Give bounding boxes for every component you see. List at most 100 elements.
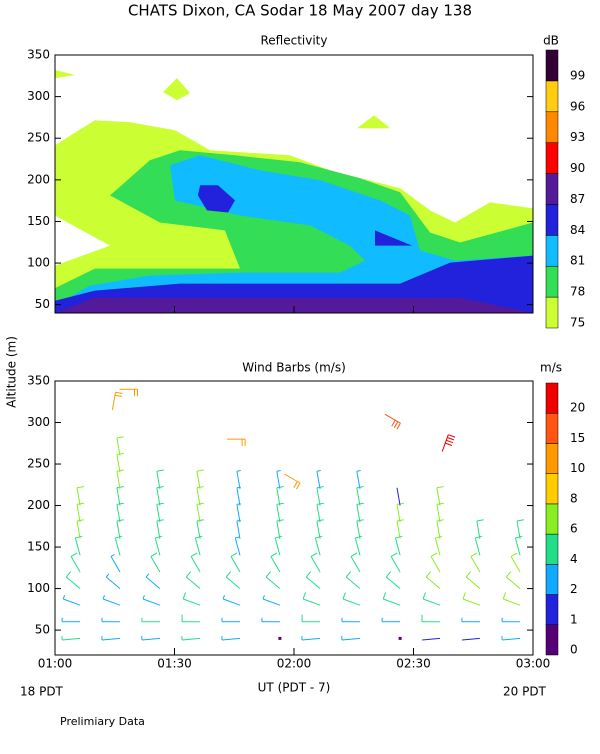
colorbar-label: 20 bbox=[570, 401, 585, 415]
wind-barb bbox=[156, 469, 164, 489]
wind-barb bbox=[181, 635, 201, 641]
wind-barb bbox=[385, 571, 401, 589]
colorbar-label: 90 bbox=[570, 161, 585, 175]
wind-barb bbox=[221, 635, 241, 641]
x-tick-label: 03:00 bbox=[516, 657, 551, 671]
wind-barb bbox=[116, 452, 124, 473]
wind-barb bbox=[470, 552, 481, 573]
wind-barb bbox=[395, 535, 403, 556]
wind-barb bbox=[141, 617, 160, 623]
wind-barb bbox=[276, 502, 284, 523]
wind-barb bbox=[105, 573, 121, 589]
y-label: Altitude (m) bbox=[5, 336, 19, 408]
colorbar-label: 2 bbox=[570, 582, 578, 596]
wind-barb bbox=[462, 592, 481, 606]
wind-barb bbox=[142, 595, 161, 606]
y-tick-label: 100 bbox=[27, 581, 50, 595]
wind-barb bbox=[230, 552, 241, 573]
wind-barb bbox=[461, 617, 480, 623]
colorbar-label: 99 bbox=[570, 68, 585, 82]
footer: Prelimiary Data bbox=[60, 715, 145, 728]
calm-marker bbox=[398, 636, 402, 640]
wind-barb bbox=[505, 571, 521, 589]
wind-barb bbox=[116, 486, 124, 506]
contour-region bbox=[197, 185, 235, 213]
panel-title: Wind Barbs (m/s) bbox=[242, 361, 346, 375]
y-tick-label: 350 bbox=[27, 48, 50, 62]
wind-barb bbox=[182, 592, 201, 606]
colorbar-swatch bbox=[545, 564, 559, 595]
x-tick-label: 01:30 bbox=[157, 657, 192, 671]
wind-barb bbox=[265, 571, 281, 589]
wind-barb bbox=[356, 470, 361, 489]
contour-region bbox=[163, 78, 190, 101]
wind-barb bbox=[61, 617, 81, 623]
wind-barb bbox=[190, 552, 201, 573]
contour-region bbox=[357, 115, 391, 129]
wind-barb bbox=[276, 470, 281, 489]
calm-marker bbox=[278, 636, 282, 640]
colorbar-swatch bbox=[545, 111, 559, 143]
colorbar-label: 1 bbox=[570, 612, 578, 626]
wind-barb bbox=[236, 470, 241, 489]
page-title: CHATS Dixon, CA Sodar 18 May 2007 day 13… bbox=[128, 2, 472, 20]
wind-barb bbox=[430, 552, 441, 573]
wind-barb bbox=[221, 617, 240, 623]
wind-barb bbox=[434, 535, 443, 556]
wind-barb bbox=[141, 635, 160, 641]
wind-barb bbox=[76, 519, 84, 539]
colorbar-label: 4 bbox=[570, 552, 578, 566]
wind-barb bbox=[422, 592, 441, 606]
wind-barb bbox=[474, 535, 483, 556]
colorbar-swatch bbox=[545, 443, 559, 474]
wind-barb bbox=[436, 502, 444, 523]
panel-title: Reflectivity bbox=[260, 34, 327, 48]
wind-barb bbox=[341, 635, 361, 641]
colorbar-swatch bbox=[545, 503, 559, 535]
wind-barb bbox=[101, 635, 121, 641]
y-tick-label: 250 bbox=[27, 457, 50, 471]
wind-barb bbox=[276, 486, 284, 506]
y-tick-label: 300 bbox=[27, 89, 50, 103]
wind-barb bbox=[62, 595, 81, 606]
wind-barb bbox=[196, 469, 204, 489]
wind-barb bbox=[156, 519, 164, 539]
y-tick-label: 350 bbox=[27, 374, 50, 388]
wind-barb bbox=[76, 486, 84, 506]
wind-barb bbox=[342, 592, 361, 606]
wind-barb bbox=[196, 486, 204, 506]
colorbar-title: dB bbox=[543, 34, 559, 48]
y-tick-label: 50 bbox=[35, 297, 50, 311]
wind-barb bbox=[476, 519, 484, 539]
wind-barb bbox=[156, 486, 164, 506]
wind-barb bbox=[441, 434, 456, 452]
wind-barb bbox=[116, 502, 124, 523]
wind-barb bbox=[510, 552, 521, 573]
wind-barb bbox=[274, 535, 283, 556]
wind-barb bbox=[465, 571, 481, 589]
x-tick-label: 01:00 bbox=[38, 657, 73, 671]
wind-barb bbox=[316, 470, 321, 489]
x-label: UT (PDT - 7) bbox=[258, 681, 331, 695]
wind-barb bbox=[301, 614, 321, 623]
colorbar-swatch bbox=[545, 142, 559, 174]
wind-barb bbox=[102, 595, 121, 606]
wind-barb bbox=[384, 413, 401, 430]
colorbar-title: m/s bbox=[540, 361, 562, 375]
wind-barb bbox=[119, 388, 138, 397]
y-tick-label: 200 bbox=[27, 172, 50, 186]
wind-barb bbox=[76, 502, 84, 523]
wind-barb bbox=[196, 502, 204, 523]
x-tick-label: 02:30 bbox=[396, 657, 431, 671]
wind-barb bbox=[61, 635, 81, 641]
wind-barb bbox=[390, 552, 401, 573]
colorbar-swatch bbox=[545, 594, 559, 626]
wind-barb bbox=[116, 469, 124, 489]
wind-barb bbox=[345, 571, 361, 589]
wind-barb bbox=[236, 519, 241, 539]
wind-barb bbox=[396, 519, 404, 539]
colorbar-label: 75 bbox=[570, 316, 585, 330]
wind-barb bbox=[316, 486, 324, 506]
wind-barb bbox=[516, 519, 524, 539]
wind-barb bbox=[341, 617, 360, 623]
